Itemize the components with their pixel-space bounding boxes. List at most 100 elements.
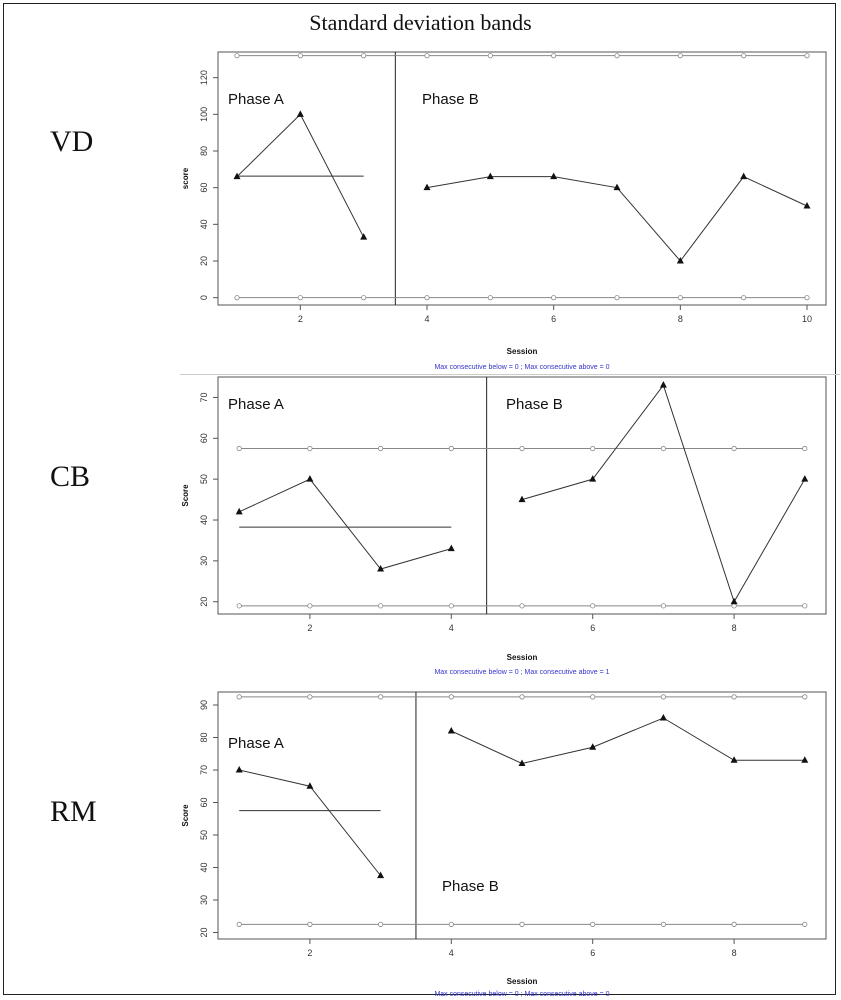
band-marker-lower xyxy=(614,295,620,301)
band-marker-lower xyxy=(660,921,666,927)
y-axis-label: Score xyxy=(181,484,190,507)
y-tick-label: 30 xyxy=(199,895,209,905)
series-line-phase-a xyxy=(238,478,452,570)
data-point xyxy=(803,202,811,209)
band-marker-lower xyxy=(590,603,596,609)
band-marker-lower xyxy=(677,295,683,301)
y-tick-label: 50 xyxy=(199,830,209,840)
data-point xyxy=(486,172,494,180)
band-marker-upper xyxy=(236,694,242,700)
band-marker-lower xyxy=(307,921,313,927)
band-marker-lower xyxy=(519,603,525,609)
data-point xyxy=(235,507,243,515)
band-marker-upper xyxy=(551,53,557,59)
band-marker-upper xyxy=(660,694,666,700)
chart-subtitle: Max consecutive below = 0 ; Max consecut… xyxy=(434,991,609,998)
band-marker-lower xyxy=(660,603,666,609)
data-point xyxy=(296,110,304,117)
x-tick-label: 6 xyxy=(590,948,595,958)
series-line-phase-b xyxy=(451,717,805,765)
y-tick-label: 120 xyxy=(199,70,209,85)
band-marker-upper xyxy=(519,445,525,452)
band-marker-lower xyxy=(361,295,367,301)
band-marker-upper xyxy=(448,445,454,452)
band-marker-upper xyxy=(802,445,808,452)
x-tick-label: 4 xyxy=(449,948,454,958)
y-tick-label: 90 xyxy=(199,700,209,710)
band-marker-lower xyxy=(234,295,240,301)
y-tick-label: 20 xyxy=(199,927,209,937)
y-tick-label: 70 xyxy=(199,765,209,775)
y-axis-label: Score xyxy=(181,804,190,827)
band-marker-upper xyxy=(297,53,303,59)
x-axis-label: Session xyxy=(507,977,538,986)
data-point xyxy=(423,183,431,191)
plot-frame xyxy=(217,691,827,940)
band-marker-lower xyxy=(804,295,810,301)
phase-label-b: Phase B xyxy=(442,878,499,895)
band-marker-lower xyxy=(448,603,454,609)
data-point xyxy=(740,172,748,180)
series-line-phase-b xyxy=(521,384,806,603)
band-marker-upper xyxy=(741,53,747,59)
x-axis-label: Session xyxy=(507,347,538,356)
band-marker-lower xyxy=(590,921,596,927)
band-marker-upper xyxy=(731,694,737,700)
y-tick-label: 80 xyxy=(199,146,209,156)
band-marker-lower xyxy=(741,295,747,301)
y-tick-label: 70 xyxy=(199,392,209,402)
phase-label-b: Phase B xyxy=(422,91,479,108)
x-tick-label: 4 xyxy=(424,314,429,324)
phase-label-a: Phase A xyxy=(228,91,284,108)
band-marker-upper xyxy=(307,445,313,452)
x-tick-label: 8 xyxy=(678,314,683,324)
y-axis-label: score xyxy=(181,167,190,189)
band-marker-upper xyxy=(448,694,454,700)
data-point xyxy=(377,871,385,879)
data-point xyxy=(447,544,455,552)
x-tick-label: 10 xyxy=(802,314,812,324)
band-marker-lower xyxy=(551,295,557,301)
chart-panel-rm: 2 4 6 8 20 30 40 50 60 70 80 90 Session Score Max cons… xyxy=(181,691,827,998)
data-point xyxy=(377,565,385,572)
band-marker-upper xyxy=(660,445,666,452)
band-marker-upper xyxy=(731,445,737,452)
participant-label-vd: VD xyxy=(50,125,94,158)
band-marker-upper xyxy=(424,53,430,59)
band-marker-lower xyxy=(236,921,242,927)
y-tick-label: 50 xyxy=(199,474,209,484)
x-tick-label: 2 xyxy=(307,623,312,633)
band-marker-lower xyxy=(487,295,493,301)
y-tick-label: 30 xyxy=(199,556,209,566)
y-tick-label: 0 xyxy=(199,295,209,300)
band-marker-upper xyxy=(236,445,242,452)
data-point xyxy=(589,743,597,750)
figure-title: Standard deviation bands xyxy=(309,10,532,35)
band-marker-lower xyxy=(307,603,313,609)
plot-frame xyxy=(217,51,827,306)
band-marker-lower xyxy=(378,921,384,927)
band-marker-lower xyxy=(448,921,454,927)
band-marker-upper xyxy=(804,53,810,59)
band-marker-lower xyxy=(424,295,430,301)
participant-label-cb: CB xyxy=(50,460,91,493)
data-point xyxy=(730,756,738,763)
data-point xyxy=(613,183,621,191)
band-marker-lower xyxy=(802,603,808,609)
data-point xyxy=(676,257,684,264)
data-point xyxy=(550,172,558,180)
data-point xyxy=(518,495,526,503)
chart-subtitle: Max consecutive below = 0 ; Max consecut… xyxy=(434,669,609,676)
data-point xyxy=(235,766,243,773)
y-tick-label: 100 xyxy=(199,107,209,122)
band-marker-upper xyxy=(614,53,620,59)
band-marker-upper xyxy=(590,694,596,700)
y-tick-label: 40 xyxy=(199,862,209,872)
band-marker-lower xyxy=(236,603,242,609)
band-marker-upper xyxy=(487,53,493,59)
band-marker-upper xyxy=(234,53,240,59)
y-tick-label: 40 xyxy=(199,219,209,229)
data-point xyxy=(659,381,667,388)
